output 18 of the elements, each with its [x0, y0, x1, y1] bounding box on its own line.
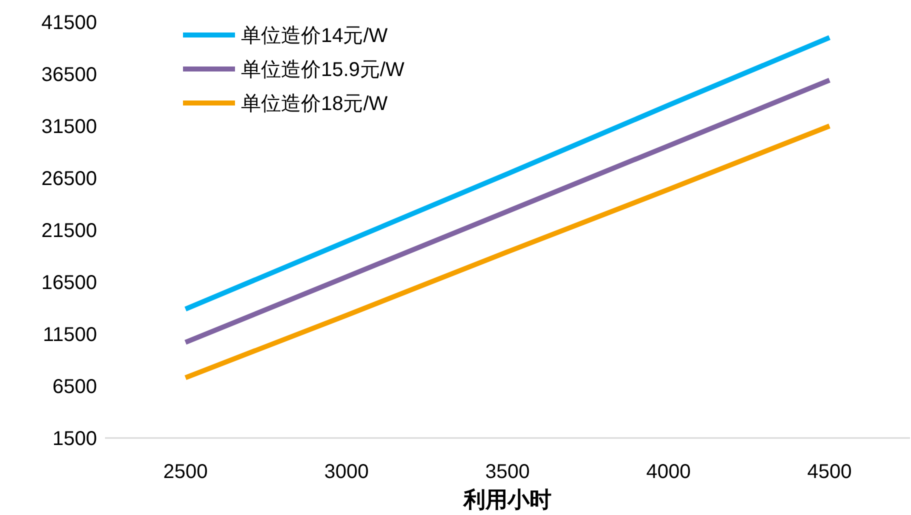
legend-label: 单位造价14元/W — [241, 25, 388, 47]
y-tick-label: 1500 — [52, 428, 97, 450]
x-tick-label: 3500 — [485, 461, 530, 483]
x-tick-label: 2500 — [163, 461, 208, 483]
y-tick-label: 36500 — [41, 64, 97, 86]
x-axis-title: 利用小时 — [462, 487, 552, 512]
y-tick-label: 21500 — [41, 220, 97, 242]
legend-label: 单位造价18元/W — [241, 93, 388, 115]
legend-label: 单位造价15.9元/W — [241, 59, 404, 81]
y-tick-label: 31500 — [41, 116, 97, 138]
y-tick-label: 41500 — [41, 12, 97, 34]
y-tick-label: 26500 — [41, 168, 97, 190]
y-tick-label: 6500 — [52, 376, 97, 398]
x-tick-label: 4500 — [807, 461, 852, 483]
x-tick-label: 4000 — [646, 461, 691, 483]
y-tick-label: 11500 — [42, 324, 97, 346]
x-tick-label: 3000 — [324, 461, 369, 483]
y-tick-label: 16500 — [41, 272, 97, 294]
